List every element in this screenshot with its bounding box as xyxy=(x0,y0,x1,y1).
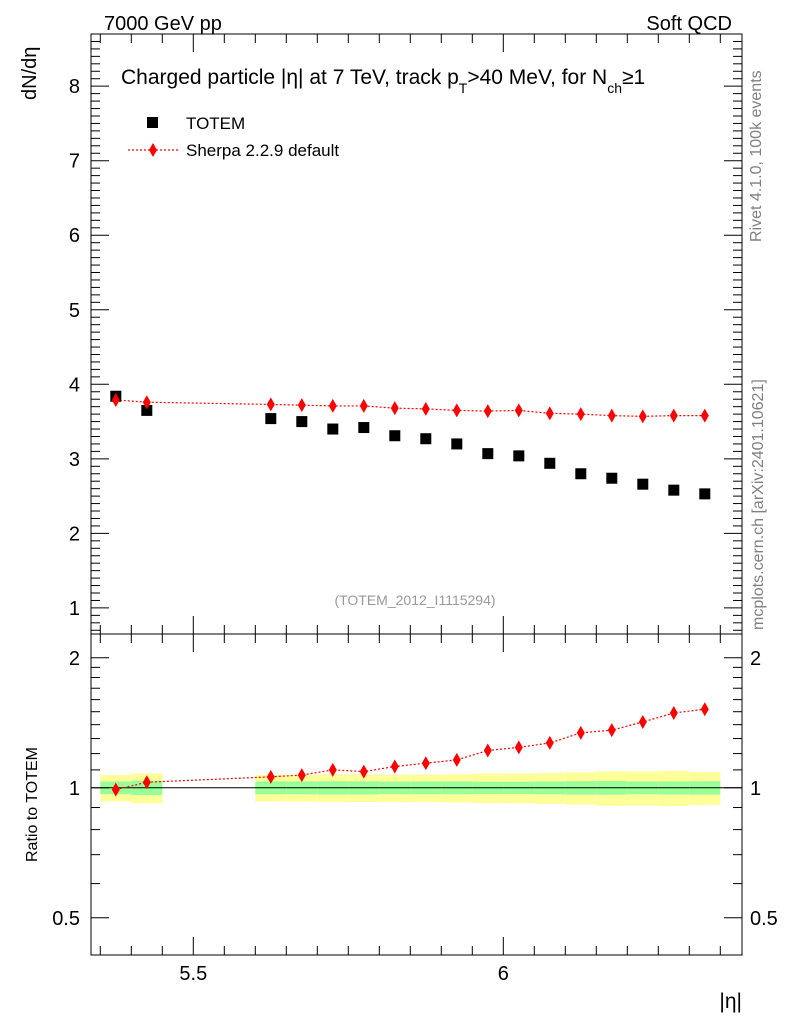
ratio-point xyxy=(638,714,647,729)
ratio-point xyxy=(328,762,337,777)
ratio-y-tick-label: 2 xyxy=(69,648,80,670)
ratio-point xyxy=(483,743,492,758)
sherpa-point xyxy=(359,398,368,413)
y-tick-label: 3 xyxy=(69,449,80,471)
sherpa-point xyxy=(545,406,554,421)
sherpa-point xyxy=(266,397,275,412)
y-tick-label: 5 xyxy=(69,300,80,322)
sherpa-series-line xyxy=(115,399,705,417)
totem-point xyxy=(420,433,432,445)
totem-point xyxy=(389,430,401,442)
ratio-point xyxy=(452,752,461,767)
ratio-point xyxy=(545,735,554,750)
legend: TOTEM Sherpa 2.2.9 default xyxy=(128,114,339,160)
ratio-y-tick-label-right: 2 xyxy=(750,648,761,670)
ratio-y-tick-label: 0.5 xyxy=(52,908,80,930)
totem-point xyxy=(606,472,618,484)
header-right: Soft QCD xyxy=(646,13,732,35)
sherpa-point xyxy=(669,408,678,423)
ratio-frame xyxy=(90,633,743,956)
ratio-point xyxy=(390,759,399,774)
header-left: 7000 GeV pp xyxy=(104,13,222,35)
ratio-point xyxy=(266,769,275,784)
ratio-point xyxy=(576,725,585,740)
plot-title: Charged particle |η| at 7 TeV, track pT>… xyxy=(121,66,645,96)
totem-point xyxy=(544,457,556,469)
sherpa-point xyxy=(576,407,585,422)
totem-point xyxy=(668,484,680,496)
ratio-point xyxy=(669,705,678,720)
totem-point xyxy=(637,478,649,490)
sherpa-point xyxy=(452,403,461,418)
x-axis-label: |η| xyxy=(719,990,742,1013)
legend-label-sherpa: Sherpa 2.2.9 default xyxy=(186,141,339,160)
totem-point xyxy=(327,423,339,435)
totem-point xyxy=(296,416,308,428)
sherpa-point xyxy=(607,408,616,423)
x-tick-label: 5.5 xyxy=(179,963,207,985)
ratio-y-tick-label-right: 0.5 xyxy=(750,908,778,930)
y-tick-label: 8 xyxy=(69,76,80,98)
ratio-panel: 0.5 0.5 1 1 2 2 xyxy=(52,633,778,956)
ratio-point xyxy=(421,756,430,771)
ratio-point xyxy=(514,740,523,755)
sherpa-point xyxy=(390,401,399,416)
totem-point xyxy=(699,488,711,500)
main-panel: 5.5 6 1 2 3 4 5 6 7 8 xyxy=(69,33,743,985)
sherpa-point xyxy=(514,403,523,418)
legend-label-totem: TOTEM xyxy=(186,114,245,133)
ratio-point xyxy=(142,775,151,790)
legend-marker-sherpa xyxy=(149,143,157,157)
legend-marker-totem xyxy=(147,117,158,128)
y-axis-label: dN/dη xyxy=(19,47,41,100)
totem-point xyxy=(265,413,277,425)
sherpa-point xyxy=(142,395,151,410)
ratio-y-tick-label: 1 xyxy=(69,778,80,800)
ratio-point xyxy=(111,782,120,797)
sherpa-point xyxy=(297,398,306,413)
sherpa-point xyxy=(328,398,337,413)
totem-point xyxy=(575,468,587,480)
mcplots-label: mcplots.cern.ch [arXiv:2401.10621] xyxy=(750,379,767,630)
analysis-watermark: (TOTEM_2012_I1115294) xyxy=(334,592,495,608)
sherpa-point xyxy=(111,392,120,407)
ratio-y-axis-label: Ratio to TOTEM xyxy=(24,747,41,862)
y-tick-label: 7 xyxy=(69,151,80,173)
rivet-label: Rivet 4.1.0, 100k events xyxy=(748,70,765,242)
totem-point xyxy=(358,422,370,434)
ratio-point xyxy=(297,768,306,783)
x-tick-label: 6 xyxy=(498,963,509,985)
y-tick-label: 6 xyxy=(69,225,80,247)
totem-point xyxy=(141,404,153,416)
sherpa-point xyxy=(700,408,709,423)
sherpa-point xyxy=(638,409,647,424)
totem-point xyxy=(451,438,463,450)
totem-point xyxy=(482,448,494,460)
ratio-point xyxy=(700,702,709,717)
y-tick-label: 1 xyxy=(69,598,80,620)
totem-point xyxy=(513,450,525,462)
y-tick-label: 2 xyxy=(69,523,80,545)
ratio-point xyxy=(359,764,368,779)
sherpa-point xyxy=(421,401,430,416)
ratio-series-line xyxy=(115,708,705,791)
sherpa-point xyxy=(483,404,492,419)
ratio-y-tick-label-right: 1 xyxy=(750,778,761,800)
y-tick-label: 4 xyxy=(69,374,80,396)
ratio-point xyxy=(607,723,616,738)
